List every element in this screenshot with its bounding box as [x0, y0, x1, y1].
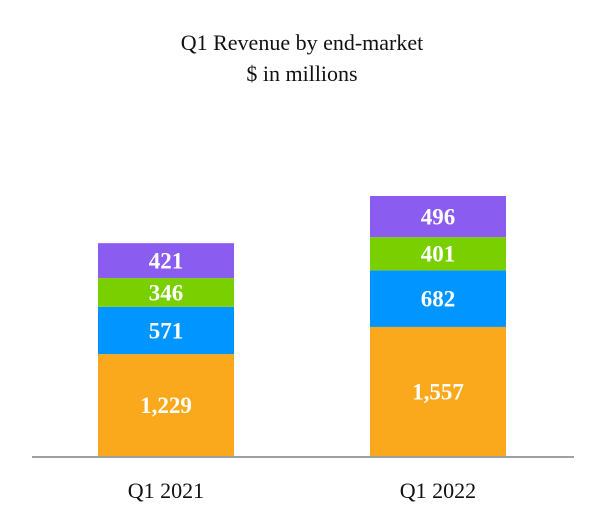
bar-segment — [370, 237, 506, 271]
chart-title: Q1 Revenue by end-market — [180, 30, 424, 55]
x-tick-label: Q1 2021 — [128, 478, 204, 503]
bar-segment — [98, 243, 234, 279]
data-label: 1,557 — [412, 379, 464, 404]
data-label: 496 — [421, 205, 456, 230]
bar-segment — [98, 306, 234, 355]
x-tick-label: Q1 2022 — [400, 478, 476, 503]
data-label: 421 — [149, 249, 184, 274]
data-label: 571 — [149, 318, 184, 343]
bar-segment — [98, 354, 234, 456]
data-label: 682 — [421, 287, 456, 312]
data-label: 1,229 — [140, 393, 192, 418]
data-label: 346 — [149, 280, 184, 305]
data-label: 401 — [421, 242, 456, 267]
bar-segment — [98, 278, 234, 307]
bar-segment — [370, 326, 506, 456]
bar-segment — [370, 270, 506, 327]
bar-segment — [370, 196, 506, 238]
chart-subtitle: $ in millions — [246, 61, 358, 86]
